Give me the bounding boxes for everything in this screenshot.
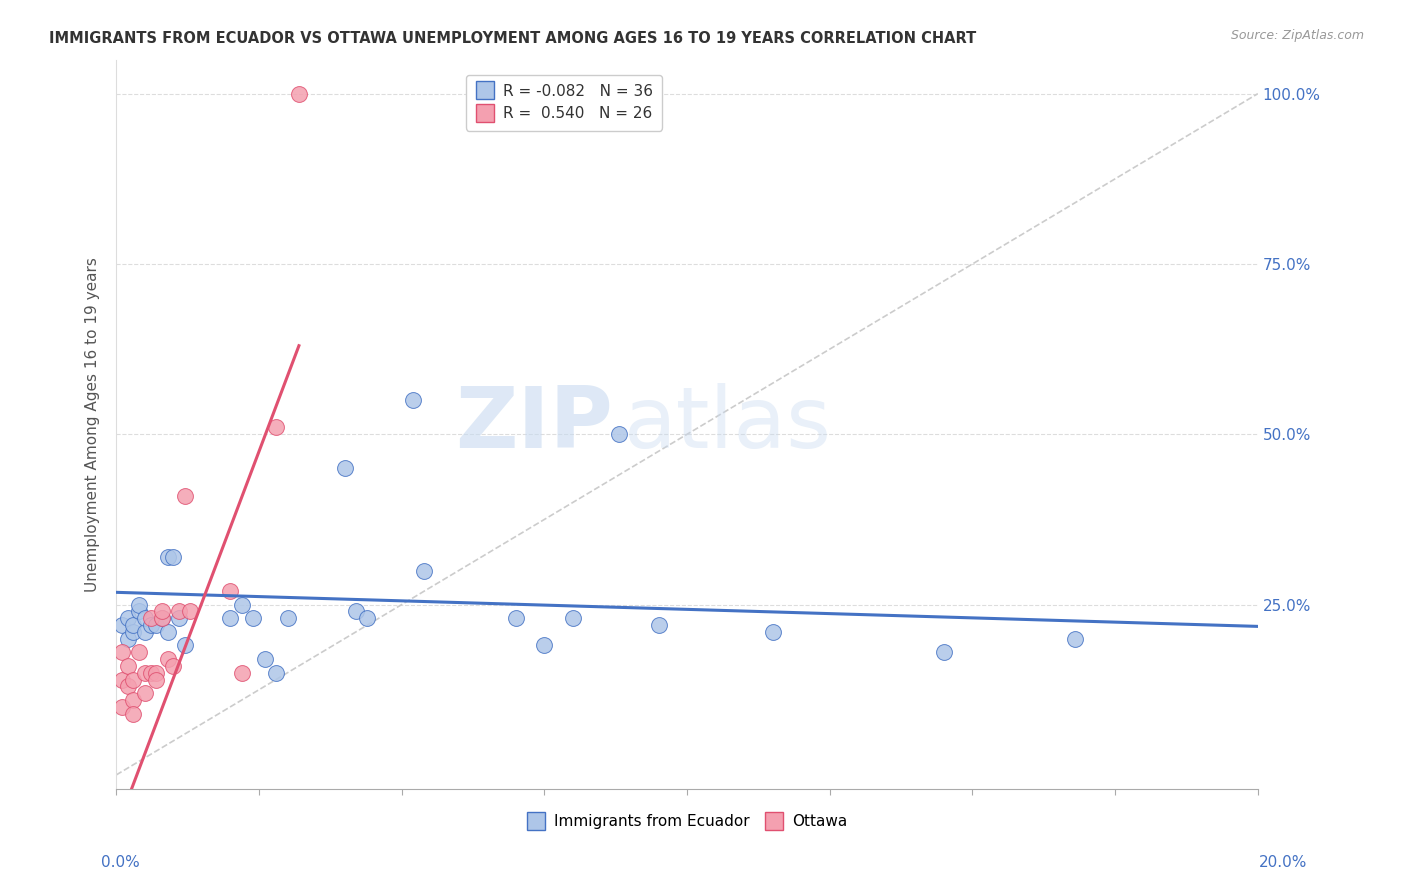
Point [219,584,242,599]
Point [219,611,242,625]
Point [932,645,955,659]
Text: 20.0%: 20.0% [1260,855,1308,870]
Legend: Immigrants from Ecuador, Ottawa: Immigrants from Ecuador, Ottawa [520,808,853,836]
Point [344,604,367,618]
Y-axis label: Unemployment Among Ages 16 to 19 years: Unemployment Among Ages 16 to 19 years [86,257,100,591]
Point [134,686,156,700]
Point [402,393,425,408]
Point [356,611,378,625]
Text: Source: ZipAtlas.com: Source: ZipAtlas.com [1230,29,1364,42]
Point [276,611,298,625]
Point [264,665,287,680]
Point [122,693,145,707]
Point [117,611,139,625]
Point [145,665,167,680]
Point [264,420,287,434]
Point [156,652,179,666]
Point [162,659,184,673]
Point [117,679,139,693]
Point [122,706,145,721]
Point [607,427,630,442]
Point [253,652,276,666]
Point [150,611,173,625]
Point [145,618,167,632]
Point [145,673,167,687]
Point [413,564,436,578]
Point [150,611,173,625]
Text: IMMIGRANTS FROM ECUADOR VS OTTAWA UNEMPLOYMENT AMONG AGES 16 TO 19 YEARS CORRELA: IMMIGRANTS FROM ECUADOR VS OTTAWA UNEMPL… [49,31,976,46]
Point [561,611,583,625]
Point [231,598,253,612]
Point [111,699,134,714]
Point [167,604,190,618]
Point [156,624,179,639]
Point [134,665,156,680]
Point [231,665,253,680]
Point [111,618,134,632]
Text: ZIP: ZIP [456,383,613,466]
Point [167,611,190,625]
Point [162,549,184,564]
Point [139,618,162,632]
Point [173,489,195,503]
Point [134,624,156,639]
Text: 0.0%: 0.0% [101,855,141,870]
Point [117,659,139,673]
Point [762,624,785,639]
Point [111,645,134,659]
Point [173,639,195,653]
Point [122,673,145,687]
Point [156,549,179,564]
Point [1064,632,1087,646]
Point [111,673,134,687]
Point [122,624,145,639]
Point [505,611,527,625]
Point [117,632,139,646]
Point [288,87,311,101]
Point [128,645,150,659]
Point [134,611,156,625]
Point [139,665,162,680]
Point [242,611,264,625]
Point [179,604,201,618]
Point [647,618,669,632]
Point [139,611,162,625]
Point [128,598,150,612]
Text: atlas: atlas [624,383,832,466]
Point [128,604,150,618]
Point [333,461,356,475]
Point [533,639,555,653]
Point [122,618,145,632]
Point [150,604,173,618]
